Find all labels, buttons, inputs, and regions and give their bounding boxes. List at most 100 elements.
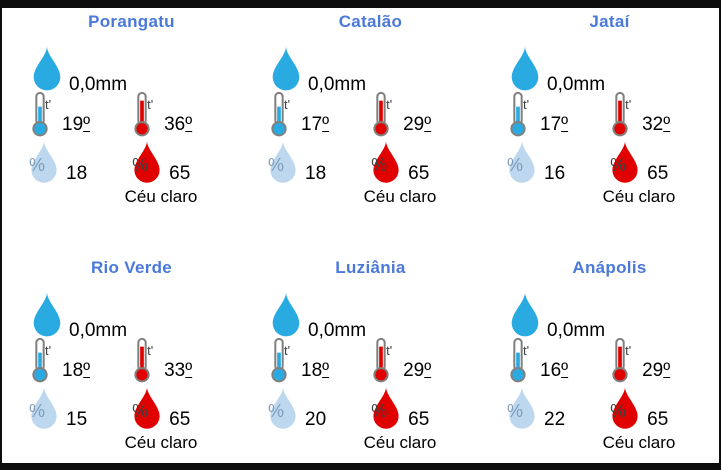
min-humidity-drop-icon <box>509 140 535 183</box>
max-thermometer: t' <box>130 337 154 383</box>
max-temperature: t' 29º <box>369 91 431 137</box>
city-card: Jataí 0,0mm t' 17º <box>480 8 719 254</box>
max-thermometer-icon <box>612 337 628 383</box>
percent-icon: % <box>610 401 627 421</box>
max-humidity-value: 65 <box>408 163 430 184</box>
percent-icon: % <box>132 155 149 175</box>
sky-condition: Céu claro <box>363 187 437 206</box>
temperature-t-label: t' <box>147 97 154 112</box>
min-thermometer-icon <box>510 337 526 383</box>
min-temperature-value: 17º <box>540 114 569 135</box>
city-card: Luziânia 0,0mm t' 18º <box>241 254 480 463</box>
precipitation-value: 0,0mm <box>69 74 128 95</box>
max-humidity-drop: % <box>607 139 643 186</box>
percent-icon: % <box>371 401 388 421</box>
temperature-t-label: t' <box>523 97 530 112</box>
percent-icon: % <box>507 155 524 175</box>
min-thermometer-icon <box>510 91 526 137</box>
temperature-t-label: t' <box>386 343 393 358</box>
rain-drop-icon <box>272 292 300 337</box>
min-humidity-drop: % <box>265 139 301 186</box>
min-thermometer-icon <box>271 337 287 383</box>
min-temperature-value: 18º <box>301 360 330 381</box>
humidity-row: % 18 % 65 <box>26 139 235 186</box>
min-humidity-drop: % <box>265 385 301 432</box>
min-humidity-drop-icon <box>509 386 535 429</box>
min-humidity-drop-icon <box>270 140 296 183</box>
percent-icon: % <box>507 401 524 421</box>
percent-icon: % <box>268 155 285 175</box>
max-humidity-drop: % <box>607 385 643 432</box>
temperatures-row: t' 18º t' 33º <box>28 337 235 383</box>
degree-symbol: º <box>185 114 193 135</box>
humidity-row: % 20 % 65 <box>265 385 474 432</box>
degree-symbol: º <box>663 360 671 381</box>
sky-condition: Céu claro <box>602 187 676 206</box>
min-thermometer: t' <box>506 337 530 383</box>
precipitation-row: 0,0mm <box>28 290 235 340</box>
rain-drop-icon <box>272 46 300 91</box>
rain-drop-icon <box>511 292 539 337</box>
humidity-row: % 18 % 65 <box>265 139 474 186</box>
min-humidity-drop-icon <box>31 386 57 429</box>
max-humidity-value: 65 <box>647 163 669 184</box>
min-thermometer-icon <box>32 91 48 137</box>
percent-icon: % <box>371 155 388 175</box>
temperature-t-label: t' <box>386 97 393 112</box>
max-humidity-value: 65 <box>647 409 669 430</box>
max-temperature-value: 36º <box>164 114 193 135</box>
max-thermometer: t' <box>608 337 632 383</box>
min-temperature-value: 19º <box>62 114 91 135</box>
degree-symbol: º <box>561 360 569 381</box>
min-temperature: t' 18º <box>267 337 329 383</box>
temperature-t-label: t' <box>523 343 530 358</box>
precipitation-row: 0,0mm <box>28 44 235 94</box>
temperatures-row: t' 18º t' 29º <box>267 337 474 383</box>
city-card: Porangatu 0,0mm t' 19º <box>2 8 241 254</box>
min-temperature: t' 18º <box>28 337 90 383</box>
degree-symbol: º <box>83 360 91 381</box>
city-name: Porangatu <box>88 12 175 31</box>
max-humidity-drop-icon <box>612 386 638 429</box>
min-temperature-value: 17º <box>301 114 330 135</box>
min-thermometer: t' <box>28 91 52 137</box>
max-temperature: t' 32º <box>608 91 670 137</box>
max-temperature-value: 29º <box>403 360 432 381</box>
precipitation-row: 0,0mm <box>506 290 713 340</box>
max-temperature: t' 29º <box>369 337 431 383</box>
max-humidity-drop: % <box>368 385 404 432</box>
precipitation-value: 0,0mm <box>69 320 128 341</box>
min-humidity-value: 16 <box>544 163 566 184</box>
degree-symbol: º <box>83 114 91 135</box>
percent-icon: % <box>132 401 149 421</box>
degree-symbol: º <box>322 360 330 381</box>
min-thermometer: t' <box>506 91 530 137</box>
degree-symbol: º <box>561 114 569 135</box>
precipitation-row: 0,0mm <box>267 44 474 94</box>
max-humidity-value: 65 <box>169 409 191 430</box>
city-card: Catalão 0,0mm t' 17º <box>241 8 480 254</box>
humidity-row: % 22 % 65 <box>504 385 713 432</box>
max-humidity-drop-icon <box>134 140 160 183</box>
degree-symbol: º <box>424 360 432 381</box>
precipitation-value: 0,0mm <box>308 320 367 341</box>
min-humidity-value: 22 <box>544 409 566 430</box>
max-thermometer-icon <box>134 337 150 383</box>
percent-icon: % <box>29 155 46 175</box>
percent-icon: % <box>610 155 627 175</box>
max-temperature: t' 29º <box>608 337 670 383</box>
max-humidity-drop: % <box>129 139 165 186</box>
precipitation-row: 0,0mm <box>267 290 474 340</box>
sky-condition: Céu claro <box>124 433 198 452</box>
cities-grid: Porangatu 0,0mm t' 19º <box>2 8 719 463</box>
min-temperature-value: 16º <box>540 360 569 381</box>
precipitation-value: 0,0mm <box>308 74 367 95</box>
max-temperature-value: 33º <box>164 360 193 381</box>
degree-symbol: º <box>424 114 432 135</box>
max-temperature: t' 33º <box>130 337 192 383</box>
precipitation-row: 0,0mm <box>506 44 713 94</box>
rain-drop-icon <box>33 46 61 91</box>
min-thermometer-icon <box>271 91 287 137</box>
min-humidity-drop-icon <box>270 386 296 429</box>
